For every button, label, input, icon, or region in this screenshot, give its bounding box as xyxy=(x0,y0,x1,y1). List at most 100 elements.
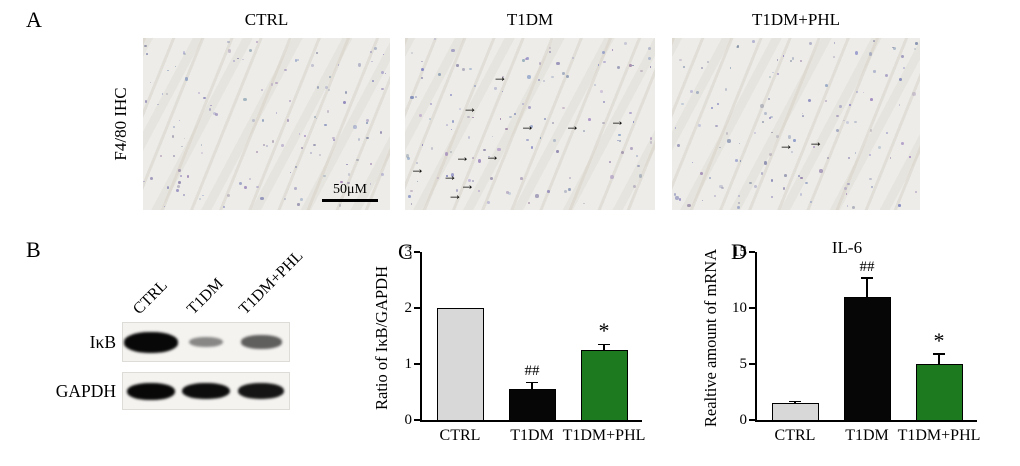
protein-band xyxy=(126,382,175,400)
cell-nucleus-dot xyxy=(809,41,813,45)
cell-nucleus-dot xyxy=(233,60,236,63)
cell-nucleus-dot xyxy=(832,56,836,59)
cell-nucleus-dot xyxy=(171,135,175,139)
cell-nucleus-dot xyxy=(891,46,894,49)
cell-nucleus-dot xyxy=(340,180,343,183)
protein-band xyxy=(188,336,224,348)
cell-nucleus-dot xyxy=(177,180,181,185)
cell-nucleus-dot xyxy=(538,62,541,65)
protein-band xyxy=(241,335,282,349)
cell-nucleus-dot xyxy=(526,139,529,142)
cell-nucleus-dot xyxy=(776,134,779,138)
cell-nucleus-dot xyxy=(769,76,772,79)
cell-nucleus-dot xyxy=(332,136,335,139)
cell-nucleus-dot xyxy=(175,188,179,192)
cell-nucleus-dot xyxy=(174,65,177,68)
cell-nucleus-dot xyxy=(639,69,643,73)
cell-nucleus-dot xyxy=(213,111,217,115)
y-axis-tick xyxy=(749,363,755,365)
cell-nucleus-dot xyxy=(430,147,434,150)
cell-nucleus-dot xyxy=(522,58,525,62)
cell-nucleus-dot xyxy=(846,121,850,125)
cell-nucleus-dot xyxy=(847,182,850,186)
cell-nucleus-dot xyxy=(227,49,232,53)
cell-nucleus-dot xyxy=(371,60,373,63)
cell-nucleus-dot xyxy=(537,79,541,82)
cell-nucleus-dot xyxy=(632,184,637,189)
cell-nucleus-dot xyxy=(446,175,448,178)
cell-nucleus-dot xyxy=(324,123,327,127)
cell-nucleus-dot xyxy=(445,123,449,126)
cell-nucleus-dot xyxy=(799,193,802,196)
bar-t1dm xyxy=(843,296,891,420)
cell-nucleus-dot xyxy=(760,103,764,108)
cell-nucleus-dot xyxy=(674,193,677,196)
cell-nucleus-dot xyxy=(200,144,203,146)
cell-nucleus-dot xyxy=(271,140,275,143)
cell-nucleus-dot xyxy=(182,51,186,55)
chart-c-y-axis-label: Ratio of IκB/GAPDH xyxy=(372,266,391,410)
chart-d-y-axis-label: Realtive amount of mRNA xyxy=(701,248,720,428)
cell-nucleus-dot xyxy=(348,173,351,176)
cell-nucleus-dot xyxy=(494,87,498,90)
cell-nucleus-dot xyxy=(489,177,493,181)
cell-nucleus-dot xyxy=(166,187,169,189)
arrow-marker: → xyxy=(455,149,470,166)
cell-nucleus-dot xyxy=(629,146,633,151)
blot-label-ikb: IκB xyxy=(89,332,116,352)
cell-nucleus-dot xyxy=(166,186,169,189)
cell-nucleus-dot xyxy=(843,187,847,191)
cell-nucleus-dot xyxy=(356,159,359,162)
cell-nucleus-dot xyxy=(294,165,298,169)
cell-nucleus-dot xyxy=(771,131,773,134)
cell-nucleus-dot xyxy=(261,88,264,92)
cell-nucleus-dot xyxy=(787,135,792,139)
cell-nucleus-dot xyxy=(699,172,704,176)
cell-nucleus-dot xyxy=(870,129,873,132)
cell-nucleus-dot xyxy=(313,143,316,146)
cell-nucleus-dot xyxy=(594,84,596,86)
x-axis-line xyxy=(755,420,977,422)
cell-nucleus-dot xyxy=(346,163,348,165)
cell-nucleus-dot xyxy=(215,112,219,116)
protein-band xyxy=(182,382,230,400)
chart-ikb-gapdh-ratio: C Ratio of IκB/GAPDH 0 1 2 3 CTRL ## T1DM * T1DM… xyxy=(360,236,652,464)
cell-nucleus-dot xyxy=(567,187,571,192)
bar-ctrl xyxy=(771,403,819,420)
y-axis-tick xyxy=(414,363,420,365)
cell-nucleus-dot xyxy=(902,66,905,69)
cell-nucleus-dot xyxy=(621,151,624,155)
cell-nucleus-dot xyxy=(280,143,284,148)
cell-nucleus-dot xyxy=(737,205,740,209)
cell-nucleus-dot xyxy=(808,98,812,102)
cell-nucleus-dot xyxy=(719,184,723,189)
cell-nucleus-dot xyxy=(478,189,481,192)
cell-nucleus-dot xyxy=(854,50,858,55)
arrow-marker: → xyxy=(778,137,794,154)
cell-nucleus-dot xyxy=(513,113,517,116)
cell-nucleus-dot xyxy=(529,125,533,129)
cell-nucleus-dot xyxy=(411,52,413,54)
cell-nucleus-dot xyxy=(183,193,186,196)
cell-nucleus-dot xyxy=(301,147,303,150)
cell-nucleus-dot xyxy=(483,148,486,152)
cell-nucleus-dot xyxy=(370,162,373,165)
cell-nucleus-dot xyxy=(262,143,266,146)
cell-nucleus-dot xyxy=(782,55,785,57)
protein-band xyxy=(123,331,178,353)
cell-nucleus-dot xyxy=(629,63,632,67)
cell-nucleus-dot xyxy=(709,176,712,180)
cell-nucleus-dot xyxy=(714,195,717,198)
cell-nucleus-dot xyxy=(721,187,725,190)
cell-nucleus-dot xyxy=(848,156,851,159)
cell-nucleus-dot xyxy=(869,51,873,56)
arrow-marker: → xyxy=(447,187,463,204)
cell-nucleus-dot xyxy=(636,164,640,167)
cell-nucleus-dot xyxy=(768,117,772,120)
blot-gapdh xyxy=(122,372,290,410)
cell-nucleus-dot xyxy=(260,197,264,200)
cell-nucleus-dot xyxy=(525,56,529,61)
cell-nucleus-dot xyxy=(617,139,619,142)
cell-nucleus-dot xyxy=(316,117,318,120)
cell-nucleus-dot xyxy=(763,161,767,165)
